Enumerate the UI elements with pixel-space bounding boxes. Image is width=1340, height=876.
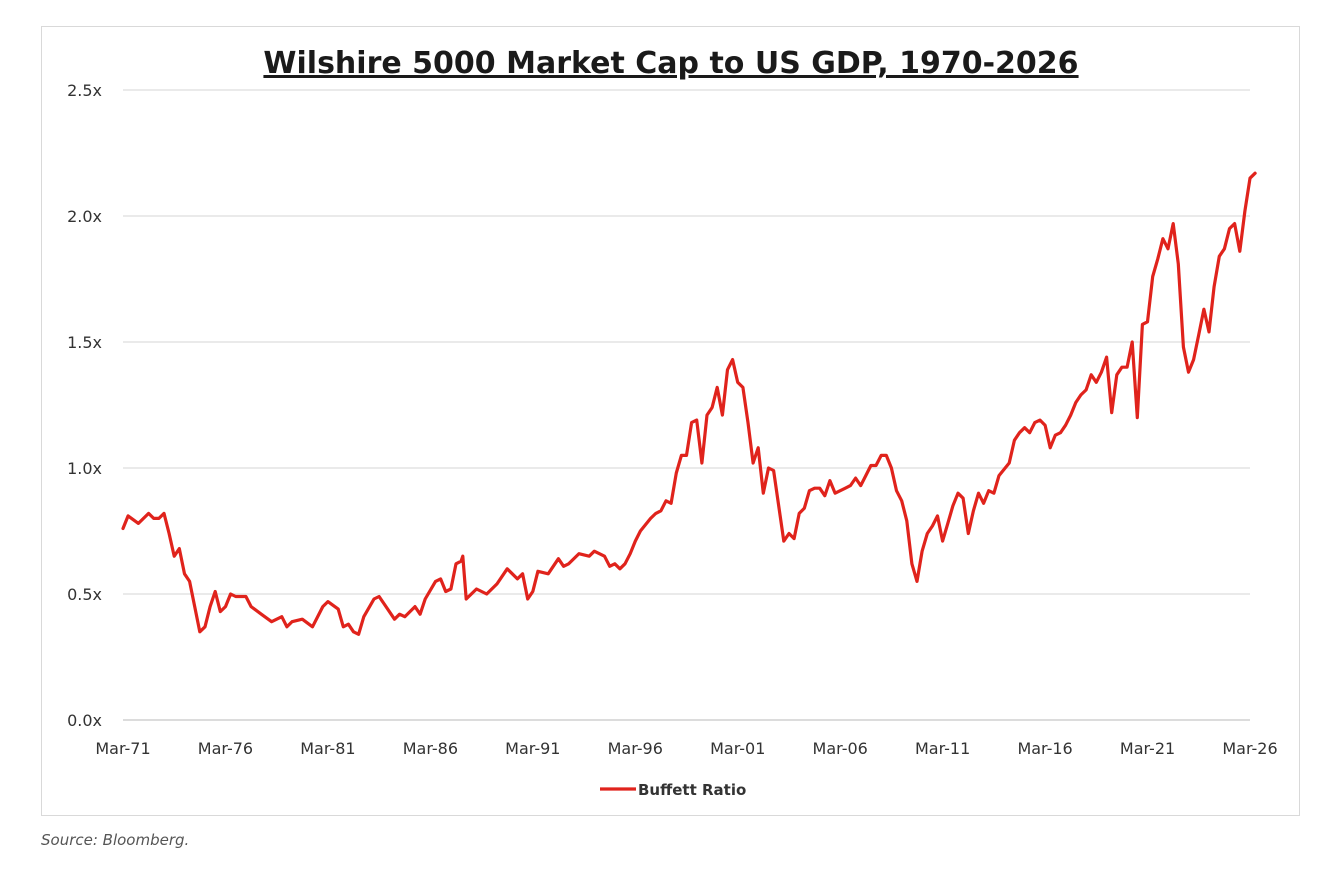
y-tick-label: 0.5x bbox=[67, 585, 102, 604]
y-tick-label: 2.0x bbox=[67, 207, 102, 226]
x-tick-label: Mar-91 bbox=[505, 739, 560, 758]
legend: Buffett Ratio bbox=[600, 781, 746, 799]
series-layer bbox=[121, 171, 1257, 636]
x-tick-label: Mar-01 bbox=[710, 739, 765, 758]
grid-lines bbox=[123, 89, 1250, 721]
legend-label: Buffett Ratio bbox=[638, 781, 746, 799]
x-tick-label: Mar-16 bbox=[1017, 739, 1072, 758]
x-tick-label: Mar-71 bbox=[95, 739, 150, 758]
x-tick-label: Mar-21 bbox=[1120, 739, 1175, 758]
y-axis-ticks: 0.0x 0.5x 1.0x 1.5x 2.0x 2.5x bbox=[67, 81, 102, 730]
x-tick-label: Mar-86 bbox=[403, 739, 458, 758]
source-note: Source: Bloomberg. bbox=[41, 831, 190, 849]
x-tick-label: Mar-96 bbox=[608, 739, 663, 758]
x-tick-label: Mar-11 bbox=[915, 739, 970, 758]
x-tick-label: Mar-06 bbox=[813, 739, 868, 758]
chart-canvas: Wilshire 5000 Market Cap to US GDP, 1970… bbox=[67, 46, 1278, 799]
x-tick-label: Mar-26 bbox=[1222, 739, 1277, 758]
chart-title: Wilshire 5000 Market Cap to US GDP, 1970… bbox=[263, 46, 1078, 81]
x-axis-ticks: Mar-71 Mar-76 Mar-81 Mar-86 Mar-91 Mar-96 Mar-… bbox=[95, 739, 1277, 758]
chart-frame: Wilshire 5000 Market Cap to US GDP, 1970… bbox=[41, 26, 1300, 816]
y-tick-label: 1.0x bbox=[67, 459, 102, 478]
x-tick-label: Mar-76 bbox=[198, 739, 253, 758]
series-line-buffett-ratio bbox=[121, 171, 1257, 636]
y-tick-label: 0.0x bbox=[67, 711, 102, 730]
y-tick-label: 1.5x bbox=[67, 333, 102, 352]
x-tick-label: Mar-81 bbox=[300, 739, 355, 758]
y-tick-label: 2.5x bbox=[67, 81, 102, 100]
